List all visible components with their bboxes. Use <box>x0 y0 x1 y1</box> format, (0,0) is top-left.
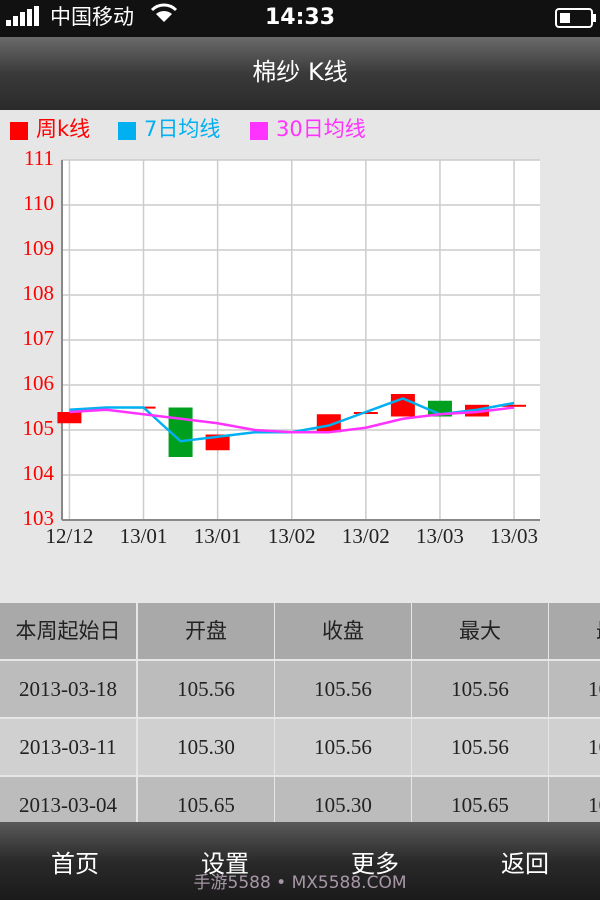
header-cell: 最大 <box>412 603 548 659</box>
chart: 103 104 105 106 107 108 109 110 111 12/12 13/01 13/… <box>10 117 540 548</box>
nav-bar: 棉纱 K线 <box>0 37 600 110</box>
y-tick-label: 105 <box>23 416 55 440</box>
y-tick-label: 107 <box>23 326 55 350</box>
tab-button[interactable]: 返回 <box>501 850 549 878</box>
x-tick-label: 13/03 <box>416 524 464 548</box>
carrier: 中国移动 <box>50 5 134 29</box>
header-cell: 开盘 <box>138 603 274 659</box>
table-cell: 105.30 <box>549 777 600 822</box>
table-cell: 105.30 <box>275 777 411 822</box>
y-tick-label: 106 <box>23 371 55 395</box>
legend-swatch <box>250 122 268 140</box>
status-icons: 中国移动 14:33 <box>6 3 596 30</box>
y-tick-label: 110 <box>23 191 54 215</box>
header-cell: 最小 <box>549 603 600 659</box>
x-tick-label: 13/01 <box>120 524 168 548</box>
table-cell: 2013-03-18 <box>0 661 136 717</box>
table-cell: 105.65 <box>138 777 274 822</box>
legend-swatch <box>10 122 28 140</box>
y-tick-label: 108 <box>23 281 55 305</box>
ma-line <box>69 406 515 434</box>
table-cell: 105.56 <box>549 661 600 717</box>
nav-title: 棉纱 K线 <box>252 58 348 86</box>
table-cell: 105.30 <box>138 719 274 775</box>
x-tick-label: 13/02 <box>268 524 316 548</box>
x-tick-label: 12/12 <box>45 524 93 548</box>
header-cell: 收盘 <box>275 603 411 659</box>
legend-label: 周k线 <box>36 117 90 141</box>
y-tick-label: 103 <box>23 506 55 530</box>
tab-bar: 首页 设置 更多 返回 <box>0 822 600 900</box>
watermark: 手游5588 • MX5588.COM <box>193 873 407 893</box>
candle-body <box>502 404 527 407</box>
data-table: 本周起始日开盘收盘最大最小2013-03-18105.56105.56105.5… <box>0 603 600 822</box>
candle-body <box>57 412 82 424</box>
table-cell: 2013-03-04 <box>0 777 136 822</box>
table-cell: 105.56 <box>275 719 411 775</box>
y-tick-label: 111 <box>24 146 54 170</box>
clock: 14:33 <box>265 5 335 30</box>
x-tick-label: 13/01 <box>194 524 242 548</box>
status-bar: 中国移动 14:33 <box>0 0 600 37</box>
header-cell: 本周起始日 <box>0 603 136 659</box>
table-cell: 105.56 <box>412 719 548 775</box>
table-cell: 105.65 <box>412 777 548 822</box>
table-cell: 2013-03-11 <box>0 719 136 775</box>
candle-body <box>168 407 193 457</box>
y-tick-label: 104 <box>23 461 55 485</box>
table-cell: 105.56 <box>412 661 548 717</box>
legend-label: 30日均线 <box>276 117 366 141</box>
legend-label: 7日均线 <box>144 117 220 141</box>
table-cell: 105.30 <box>549 719 600 775</box>
y-tick-label: 109 <box>23 236 55 260</box>
table-cell: 105.56 <box>275 661 411 717</box>
tab-button[interactable]: 设置 <box>201 850 249 878</box>
x-tick-label: 13/02 <box>342 524 390 548</box>
x-tick-label: 13/03 <box>490 524 538 548</box>
table-cell: 105.56 <box>138 661 274 717</box>
legend-swatch <box>118 122 136 140</box>
tab-button[interactable]: 首页 <box>51 850 99 878</box>
tab-button[interactable]: 更多 <box>351 850 399 878</box>
